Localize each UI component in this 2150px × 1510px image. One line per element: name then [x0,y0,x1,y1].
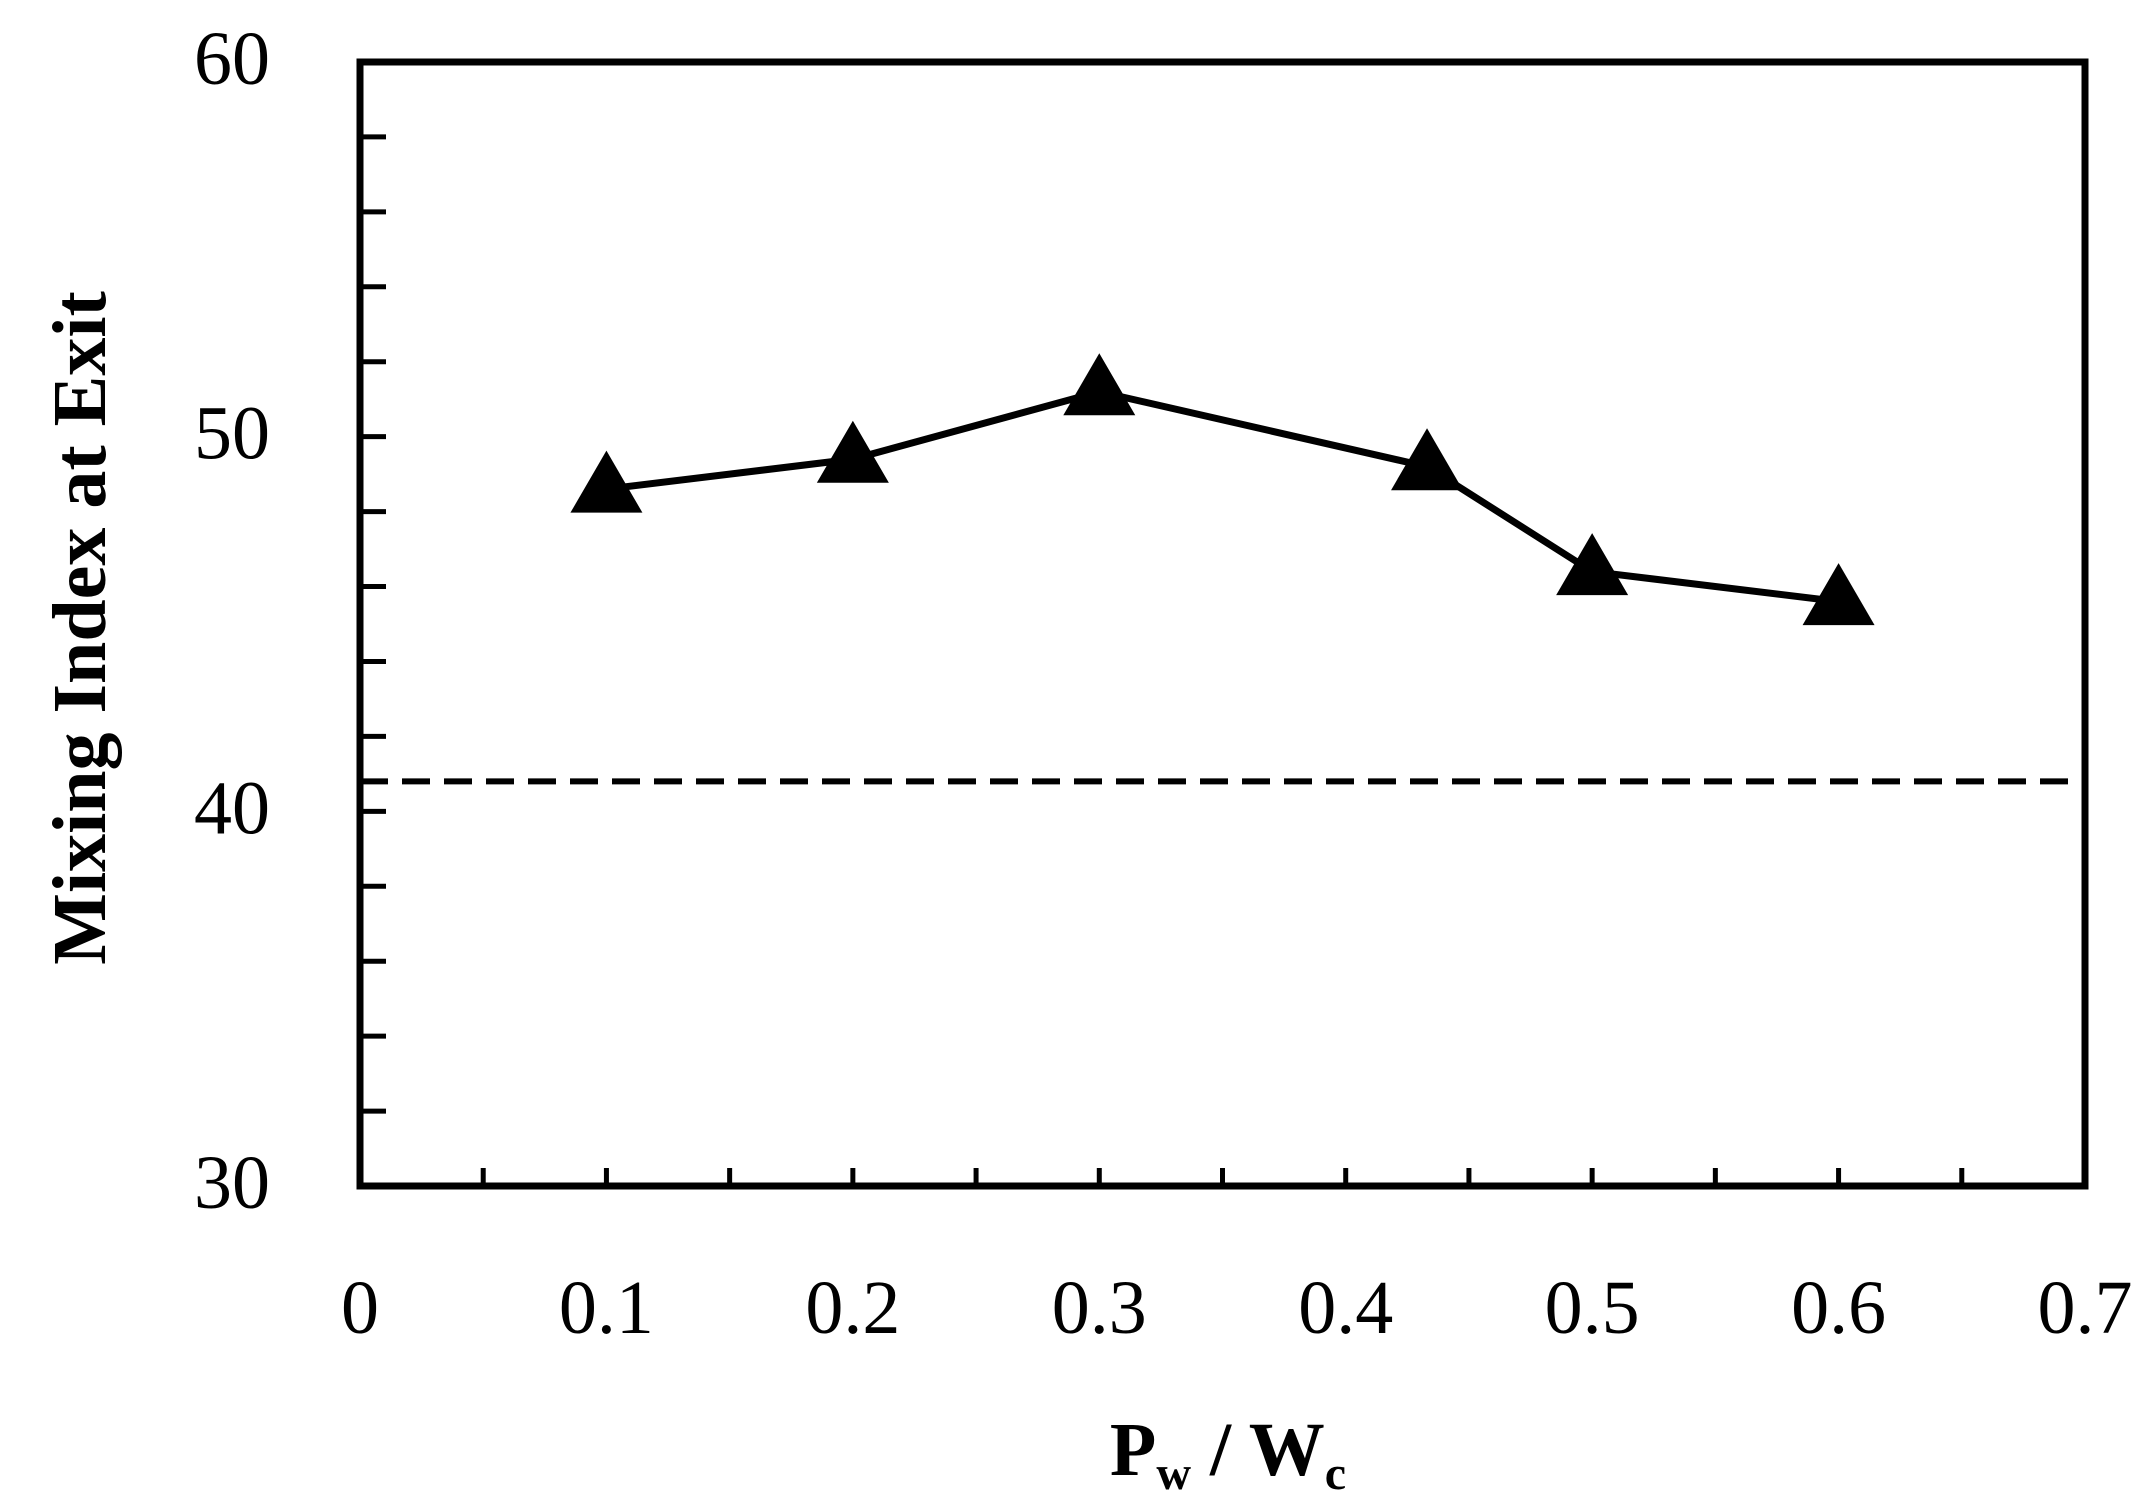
x-tick-labels: 0 0.1 0.2 0.3 0.4 0.5 0.6 0.7 [341,1266,2133,1350]
data-point-marker [816,420,889,483]
x-tick-label: 0 [341,1266,379,1350]
x-tick-label: 0.7 [2038,1266,2133,1350]
y-tick-label: 60 [194,17,270,101]
x-axis-label-w: W [1249,1408,1325,1492]
y-tick-label: 30 [194,1141,270,1225]
minor-ticks [360,134,1965,1186]
x-tick-label: 0.3 [1052,1266,1147,1350]
x-axis-label-sub-c: c [1325,1447,1346,1500]
data-point-marker [1063,353,1136,416]
y-tick-labels: 30 40 50 60 [194,17,270,1225]
series-group [570,353,1875,626]
x-tick-label: 0.4 [1298,1266,1393,1350]
x-tick-label: 0.5 [1545,1266,1640,1350]
data-point-marker [1802,563,1875,626]
x-axis-label: Pw / Wc [1110,1408,1346,1500]
x-axis-label-p: P [1110,1408,1156,1492]
x-axis-label-separator: / [1191,1408,1249,1492]
y-tick-label: 50 [194,392,270,476]
data-point-marker [1556,533,1629,596]
data-point-marker [570,450,643,513]
y-axis-label: Mixing Index at Exit [38,291,122,965]
x-tick-label: 0.1 [559,1266,654,1350]
data-point-marker [1391,428,1464,491]
x-tick-label: 0.2 [805,1266,900,1350]
x-axis-label-sub-w: w [1156,1447,1191,1500]
x-tick-label: 0.6 [1791,1266,1886,1350]
series-line [606,388,1839,605]
y-tick-label: 40 [194,766,270,850]
